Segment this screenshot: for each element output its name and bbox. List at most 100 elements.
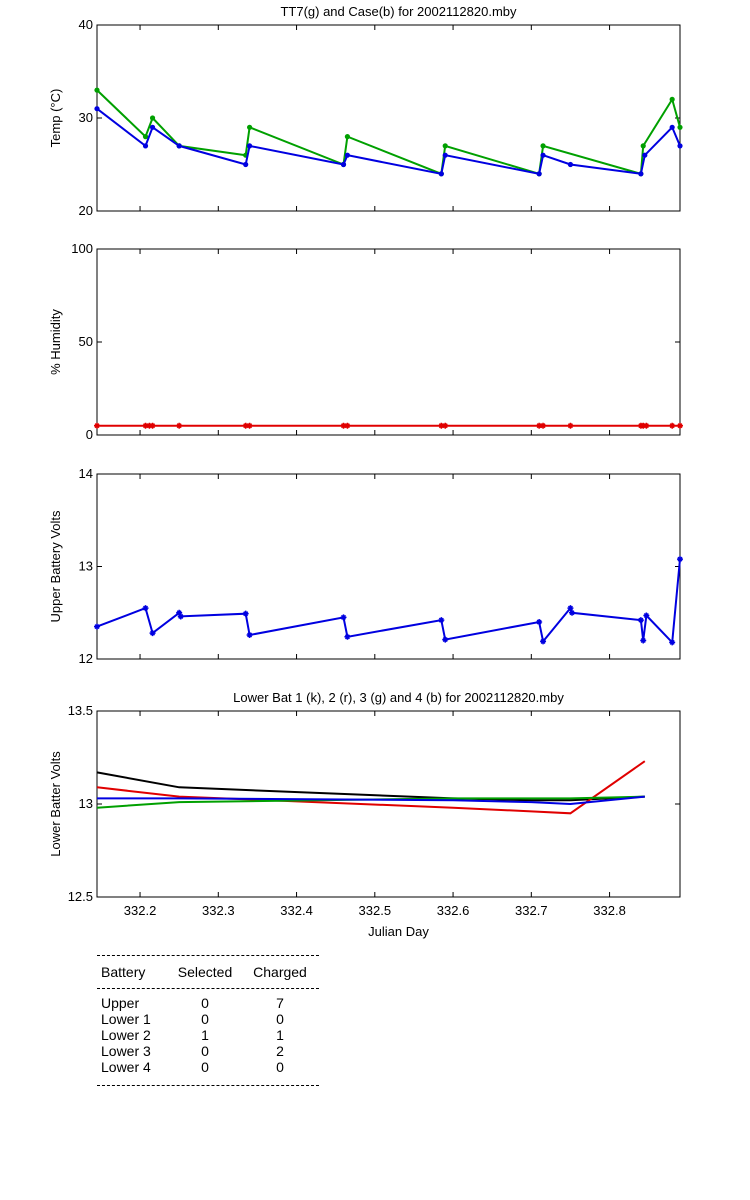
y-axis-label: Upper Battery Volts [48, 510, 63, 622]
data-point [340, 161, 347, 168]
data-point [340, 614, 347, 621]
data-point [177, 613, 184, 620]
data-point [438, 617, 445, 624]
data-point [536, 171, 542, 177]
data-point [149, 422, 156, 429]
y-tick-label: 100 [71, 241, 93, 256]
data-point [438, 171, 444, 177]
y-axis-label: Temp (°C) [48, 89, 63, 148]
data-point [246, 422, 253, 429]
battery-selected: 0 [201, 1059, 209, 1075]
plot-frame [96, 473, 681, 660]
data-point [569, 609, 576, 616]
y-tick-label: 0 [86, 427, 93, 442]
y-tick-label: 12.5 [68, 889, 93, 904]
battery-name: Upper [101, 995, 140, 1011]
data-point [669, 96, 675, 102]
battery-selected: 0 [201, 1043, 209, 1059]
data-point [94, 623, 100, 630]
battery-name: Lower 3 [101, 1043, 151, 1059]
plot-frame [96, 710, 681, 898]
data-point [442, 636, 449, 643]
series-line-3 [96, 795, 645, 809]
data-point [442, 422, 449, 429]
data-point [540, 152, 546, 158]
header-battery: Battery [101, 964, 146, 980]
data-point [640, 422, 647, 429]
y-tick-label: 30 [79, 110, 93, 125]
data-point [640, 143, 646, 149]
battery-charged: 0 [276, 1059, 284, 1075]
series-line-4 [97, 795, 645, 806]
table-top-rule [97, 955, 319, 956]
series-line-2 [96, 107, 681, 175]
table-row: Lower 1 0 0 [97, 1011, 319, 1027]
chart-panel-3: 12 13 14 Upper Battery Volts [48, 466, 683, 666]
data-point [344, 422, 351, 429]
y-axis-label: Lower Batter Volts [48, 751, 63, 857]
chart-panel-2: 0 50 100 % Humidity [48, 241, 683, 442]
data-point [669, 639, 676, 646]
data-point [677, 556, 683, 563]
x-tick-label: 332.6 [437, 903, 470, 918]
table-row: Lower 2 1 1 [97, 1027, 319, 1043]
y-tick-label: 12 [79, 651, 93, 666]
battery-name: Lower 1 [101, 1011, 151, 1027]
data-point [442, 152, 448, 158]
battery-name: Lower 4 [101, 1059, 151, 1075]
y-tick-label: 20 [79, 203, 93, 218]
x-tick-label: 332.2 [124, 903, 157, 918]
data-point [146, 422, 153, 429]
data-point [669, 124, 675, 130]
data-point [344, 633, 351, 640]
data-point [438, 422, 445, 429]
battery-name: Lower 2 [101, 1027, 151, 1043]
data-point [677, 143, 683, 149]
data-point [176, 143, 182, 149]
battery-charged: 2 [276, 1043, 284, 1059]
data-point [142, 134, 149, 140]
data-point [246, 143, 253, 149]
data-point [149, 630, 156, 637]
chart-title: TT7(g) and Case(b) for 2002112820.mby [280, 4, 517, 19]
table-row: Lower 3 0 2 [97, 1043, 319, 1059]
data-point [540, 143, 546, 149]
data-point [642, 152, 648, 158]
data-point [677, 124, 683, 130]
data-point [638, 171, 644, 177]
battery-selected: 0 [201, 995, 209, 1011]
data-point [243, 161, 249, 168]
data-point [340, 422, 347, 429]
table-bottom-rule [97, 1085, 319, 1086]
table-row: Upper 0 7 [97, 995, 319, 1011]
data-point [242, 610, 249, 617]
x-tick-label: 332.8 [593, 903, 626, 918]
plot-frame [96, 24, 681, 212]
data-point [643, 612, 650, 619]
header-charged: Charged [253, 964, 307, 980]
data-point [536, 422, 543, 429]
series-line-2 [96, 760, 646, 815]
data-point [142, 143, 149, 149]
plot-frame [96, 248, 681, 436]
series-line-1 [96, 89, 681, 176]
data-point [94, 87, 100, 93]
data-point [567, 422, 574, 429]
y-tick-label: 13 [79, 559, 93, 574]
data-point [142, 422, 149, 429]
data-point [94, 106, 100, 112]
y-axis-label: % Humidity [48, 309, 63, 375]
data-point [149, 124, 156, 130]
battery-selected: 0 [201, 1011, 209, 1027]
data-point [246, 124, 253, 130]
series-line-1 [96, 559, 681, 645]
data-point [540, 638, 547, 645]
data-point [246, 631, 253, 638]
x-tick-label: 332.7 [515, 903, 548, 918]
data-point [540, 422, 547, 429]
data-point [442, 143, 448, 149]
data-point [176, 609, 183, 616]
data-point [142, 605, 149, 612]
data-point [536, 619, 543, 625]
battery-table: Battery Selected Charged Upper 0 7 Lower… [97, 955, 319, 1086]
